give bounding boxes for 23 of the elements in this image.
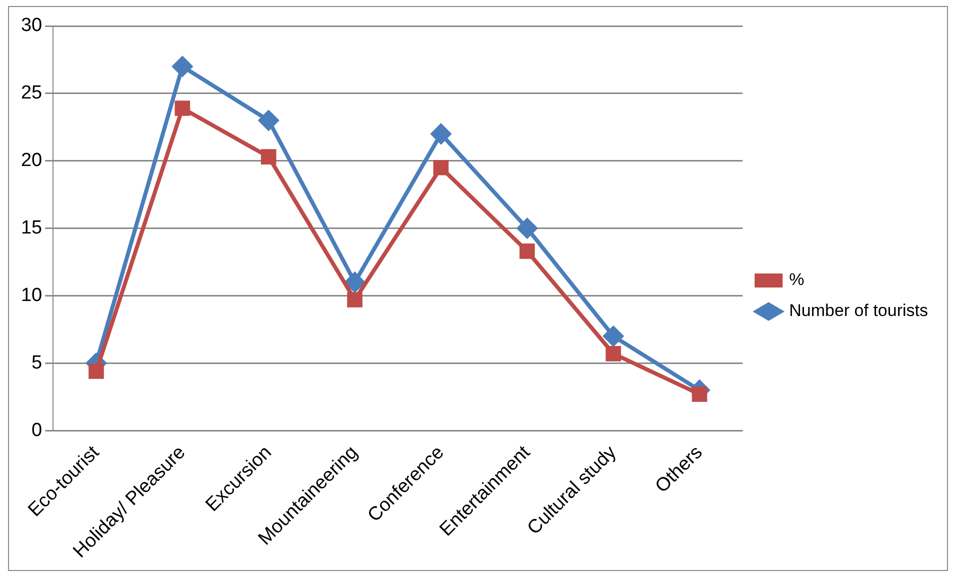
point <box>433 160 449 176</box>
point <box>517 218 538 238</box>
point <box>172 56 192 76</box>
point <box>603 326 624 346</box>
point <box>344 272 365 292</box>
y-tick-label: 30 <box>20 15 42 36</box>
y-tick-label: 25 <box>20 82 42 104</box>
legend-label: % <box>789 270 804 290</box>
point <box>606 346 621 362</box>
y-tick-label: 10 <box>20 284 42 306</box>
y-tick-label: 0 <box>32 420 42 441</box>
y-tick-label: 15 <box>20 218 42 239</box>
y-tick-label: 20 <box>20 150 42 172</box>
point <box>692 386 708 402</box>
legend-label: Number of tourists <box>789 301 928 320</box>
point <box>260 149 276 164</box>
point <box>174 100 190 116</box>
y-tick-label: 5 <box>32 352 42 374</box>
point <box>520 244 535 259</box>
point <box>430 124 451 144</box>
point <box>88 364 104 379</box>
point <box>258 110 279 130</box>
point <box>347 292 362 308</box>
